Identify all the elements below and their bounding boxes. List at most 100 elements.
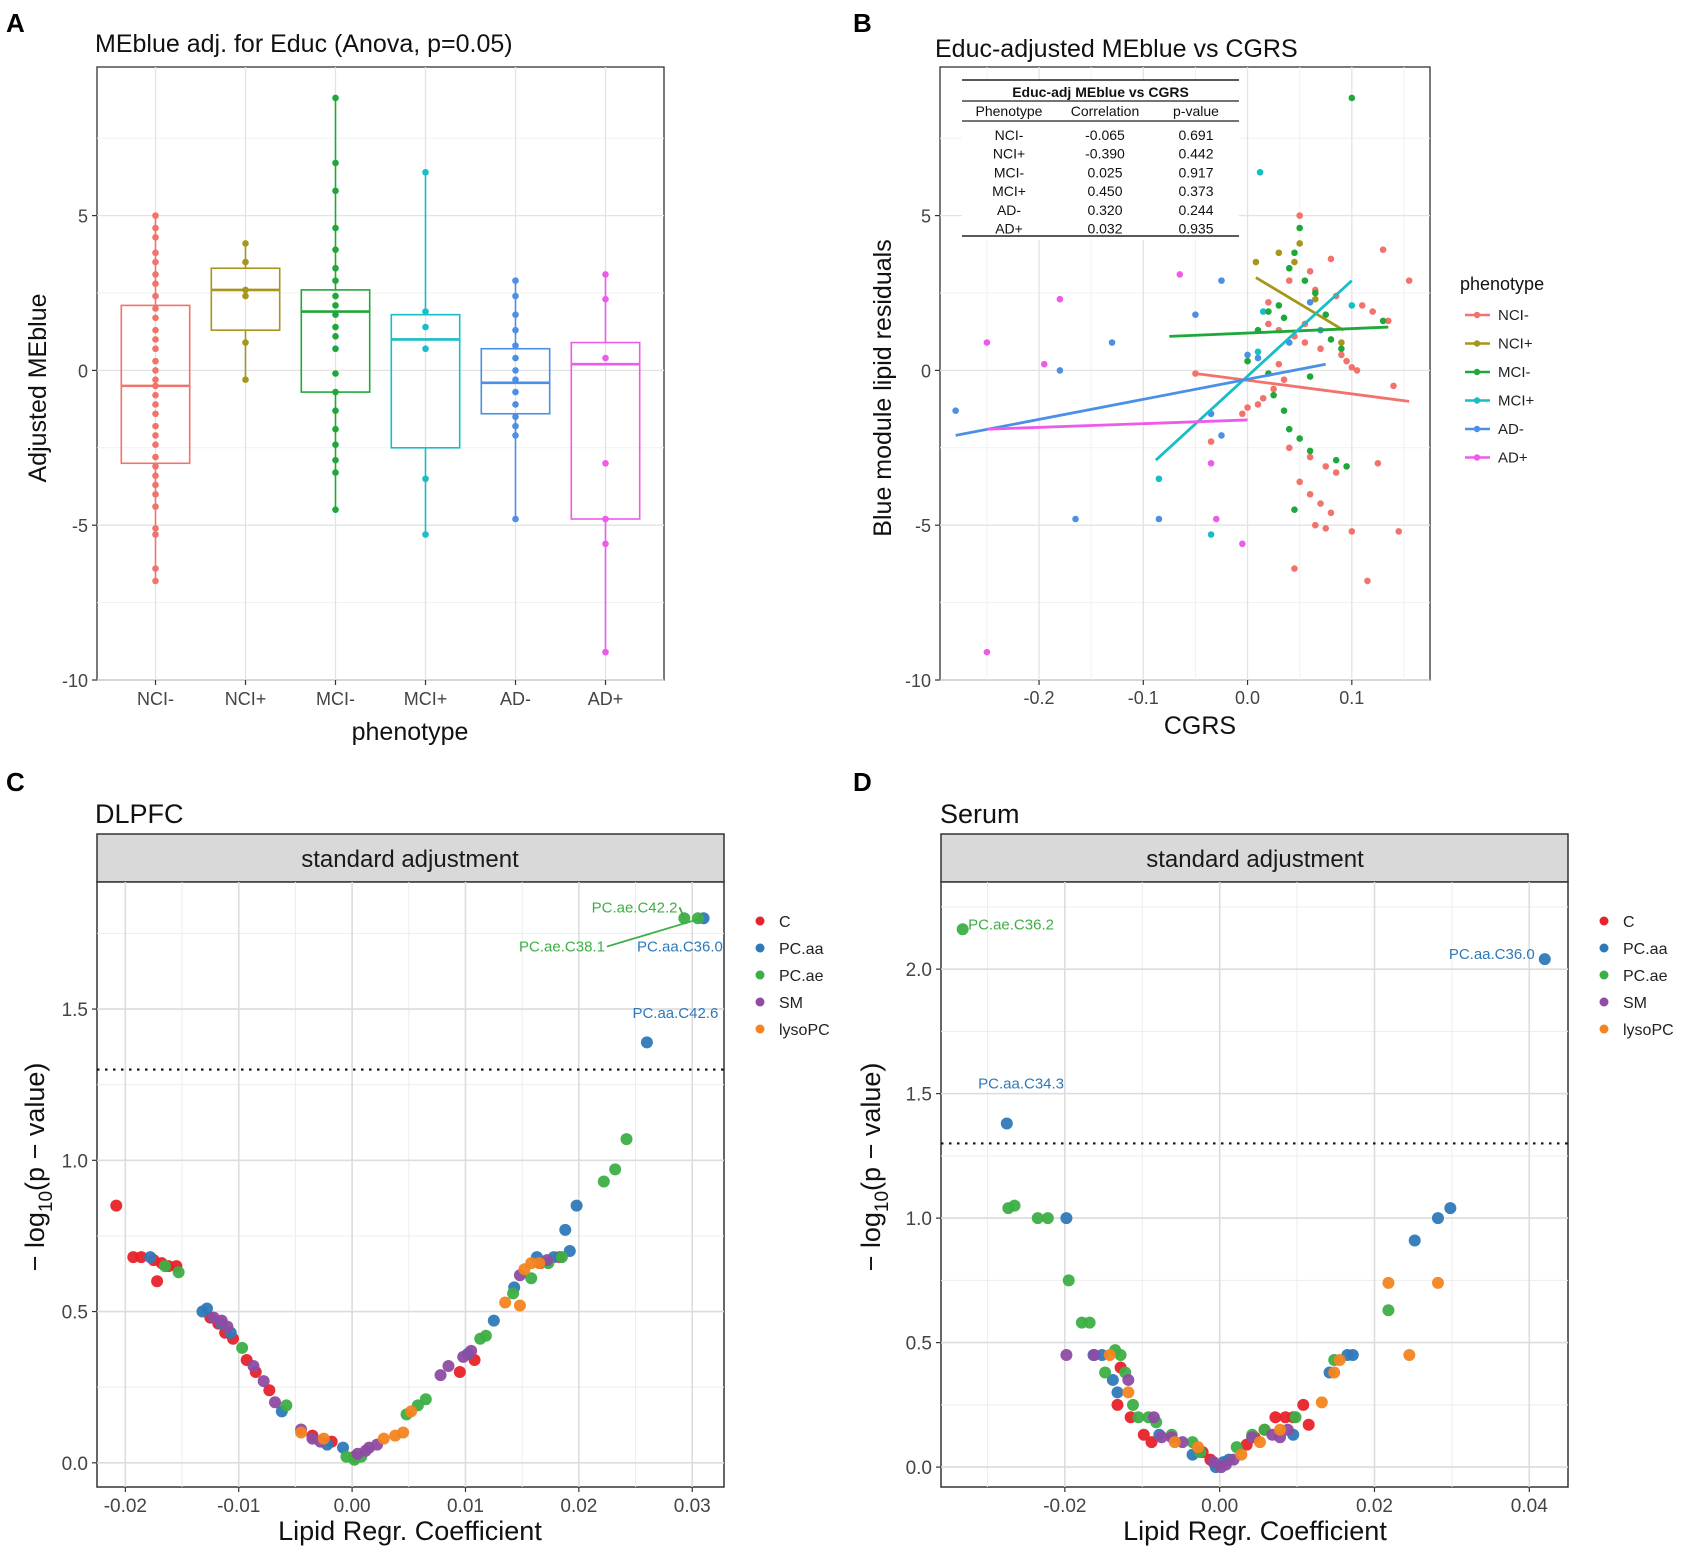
correlation-table: Educ-adj MEblue vs CGRS Phenotype Correlat…: [962, 79, 1239, 240]
data-point: [317, 1432, 330, 1445]
point-label: PC.ae.C38.1: [519, 939, 605, 956]
data-point: [332, 407, 339, 414]
y-tick-label: -5: [915, 516, 931, 536]
data-point: [597, 1175, 610, 1188]
label-leader: [606, 917, 702, 948]
data-point: [1256, 168, 1264, 176]
data-point: [512, 388, 519, 396]
data-point: [1270, 391, 1277, 399]
data-point: [1040, 360, 1048, 368]
y-tick-label: 1.0: [62, 1151, 88, 1172]
table-cell: 0.032: [1087, 221, 1122, 237]
data-point: [1155, 515, 1163, 523]
y-axis-title-tail: (p − value): [856, 1063, 886, 1191]
facet-strip-label: standard adjustment: [1146, 846, 1364, 873]
data-point: [1056, 295, 1064, 303]
data-point: [332, 388, 339, 396]
data-point: [1291, 249, 1298, 257]
data-point: [1297, 1398, 1310, 1411]
data-point: [513, 1299, 526, 1312]
data-point: [1072, 515, 1079, 523]
data-point: [1374, 459, 1382, 467]
data-point: [1274, 1423, 1287, 1436]
data-point: [1207, 531, 1215, 538]
data-point: [422, 323, 429, 331]
data-point: [242, 376, 249, 383]
fit-line: [1169, 325, 1389, 338]
data-point: [602, 354, 609, 362]
data-point: [1155, 1431, 1168, 1444]
data-point: [1306, 373, 1314, 380]
table-cell: 0.450: [1087, 183, 1122, 199]
table-cell: 0.244: [1178, 202, 1213, 218]
data-point: [1384, 317, 1392, 325]
x-axis-title: Lipid Regr. Coefficient: [278, 1516, 542, 1546]
data-point: [1041, 1212, 1054, 1225]
data-point: [397, 1426, 410, 1439]
legend-key-point: [1473, 454, 1481, 461]
data-point: [640, 1036, 653, 1049]
point-label: PC.aa.C36.0: [637, 939, 723, 956]
data-point: [1212, 515, 1220, 523]
legend: C PC.aa PC.ae SM lysoPC: [755, 914, 830, 1039]
data-point: [1538, 953, 1551, 966]
legend-key: [755, 1024, 765, 1034]
y-axis-title-main: − log: [20, 1212, 50, 1271]
data-point: [1270, 385, 1277, 393]
data-point: [507, 1287, 520, 1300]
data-point: [1296, 240, 1303, 247]
chart-title: MEblue adj. for Educ (Anova, p=0.05): [95, 30, 513, 58]
y-tick-label: 0.0: [62, 1454, 88, 1475]
data-point: [422, 345, 429, 353]
data-point: [1379, 246, 1387, 253]
legend-key-point: [1473, 311, 1481, 319]
table-cell: 0.442: [1178, 146, 1213, 162]
data-point: [337, 1441, 350, 1454]
table-header: Correlation: [1071, 103, 1139, 119]
data-point: [152, 376, 159, 383]
data-point: [332, 187, 339, 195]
data-point: [1269, 1411, 1282, 1424]
x-tick-label: MCI+: [404, 689, 448, 709]
data-point: [152, 280, 159, 288]
data-point: [152, 314, 159, 322]
legend-key: [1599, 1024, 1609, 1034]
data-point: [956, 923, 969, 936]
table-cell: -0.390: [1085, 146, 1125, 162]
data-point: [1348, 94, 1356, 102]
data-point: [1259, 308, 1267, 315]
data-point: [512, 515, 519, 523]
data-point: [152, 401, 159, 408]
data-point: [1431, 1212, 1444, 1225]
data-point: [1239, 540, 1246, 548]
data-point: [1254, 401, 1262, 408]
data-point: [1060, 1349, 1073, 1362]
legend-key: [1599, 997, 1609, 1007]
x-tick-label: MCI-: [316, 689, 355, 709]
legend-label: SM: [779, 995, 803, 1012]
data-point: [609, 1163, 622, 1176]
data-point: [152, 472, 159, 479]
plot-area: -10 -5 0 5 NCI- NCI+ MCI- MCI+ AD- AD+: [62, 66, 665, 709]
data-point: [1348, 364, 1356, 371]
legend-key: [1599, 916, 1609, 926]
data-point: [152, 481, 159, 489]
data-point: [1306, 298, 1314, 306]
data-point: [332, 94, 339, 102]
data-point: [1207, 438, 1215, 445]
data-point: [152, 345, 159, 353]
data-point: [1259, 394, 1267, 402]
y-axis-title-subscript: 10: [872, 1191, 893, 1212]
data-point: [332, 277, 339, 284]
data-point: [152, 212, 159, 219]
table-cell: NCI-: [995, 127, 1024, 143]
data-point: [1296, 435, 1303, 442]
data-point: [1322, 524, 1330, 532]
legend-label: AD+: [1498, 450, 1528, 467]
data-point: [422, 168, 429, 176]
data-point: [1191, 1441, 1204, 1454]
data-point: [555, 1251, 568, 1264]
data-point: [512, 292, 519, 300]
legend-label: NCI-: [1498, 307, 1529, 324]
data-point: [332, 159, 339, 167]
